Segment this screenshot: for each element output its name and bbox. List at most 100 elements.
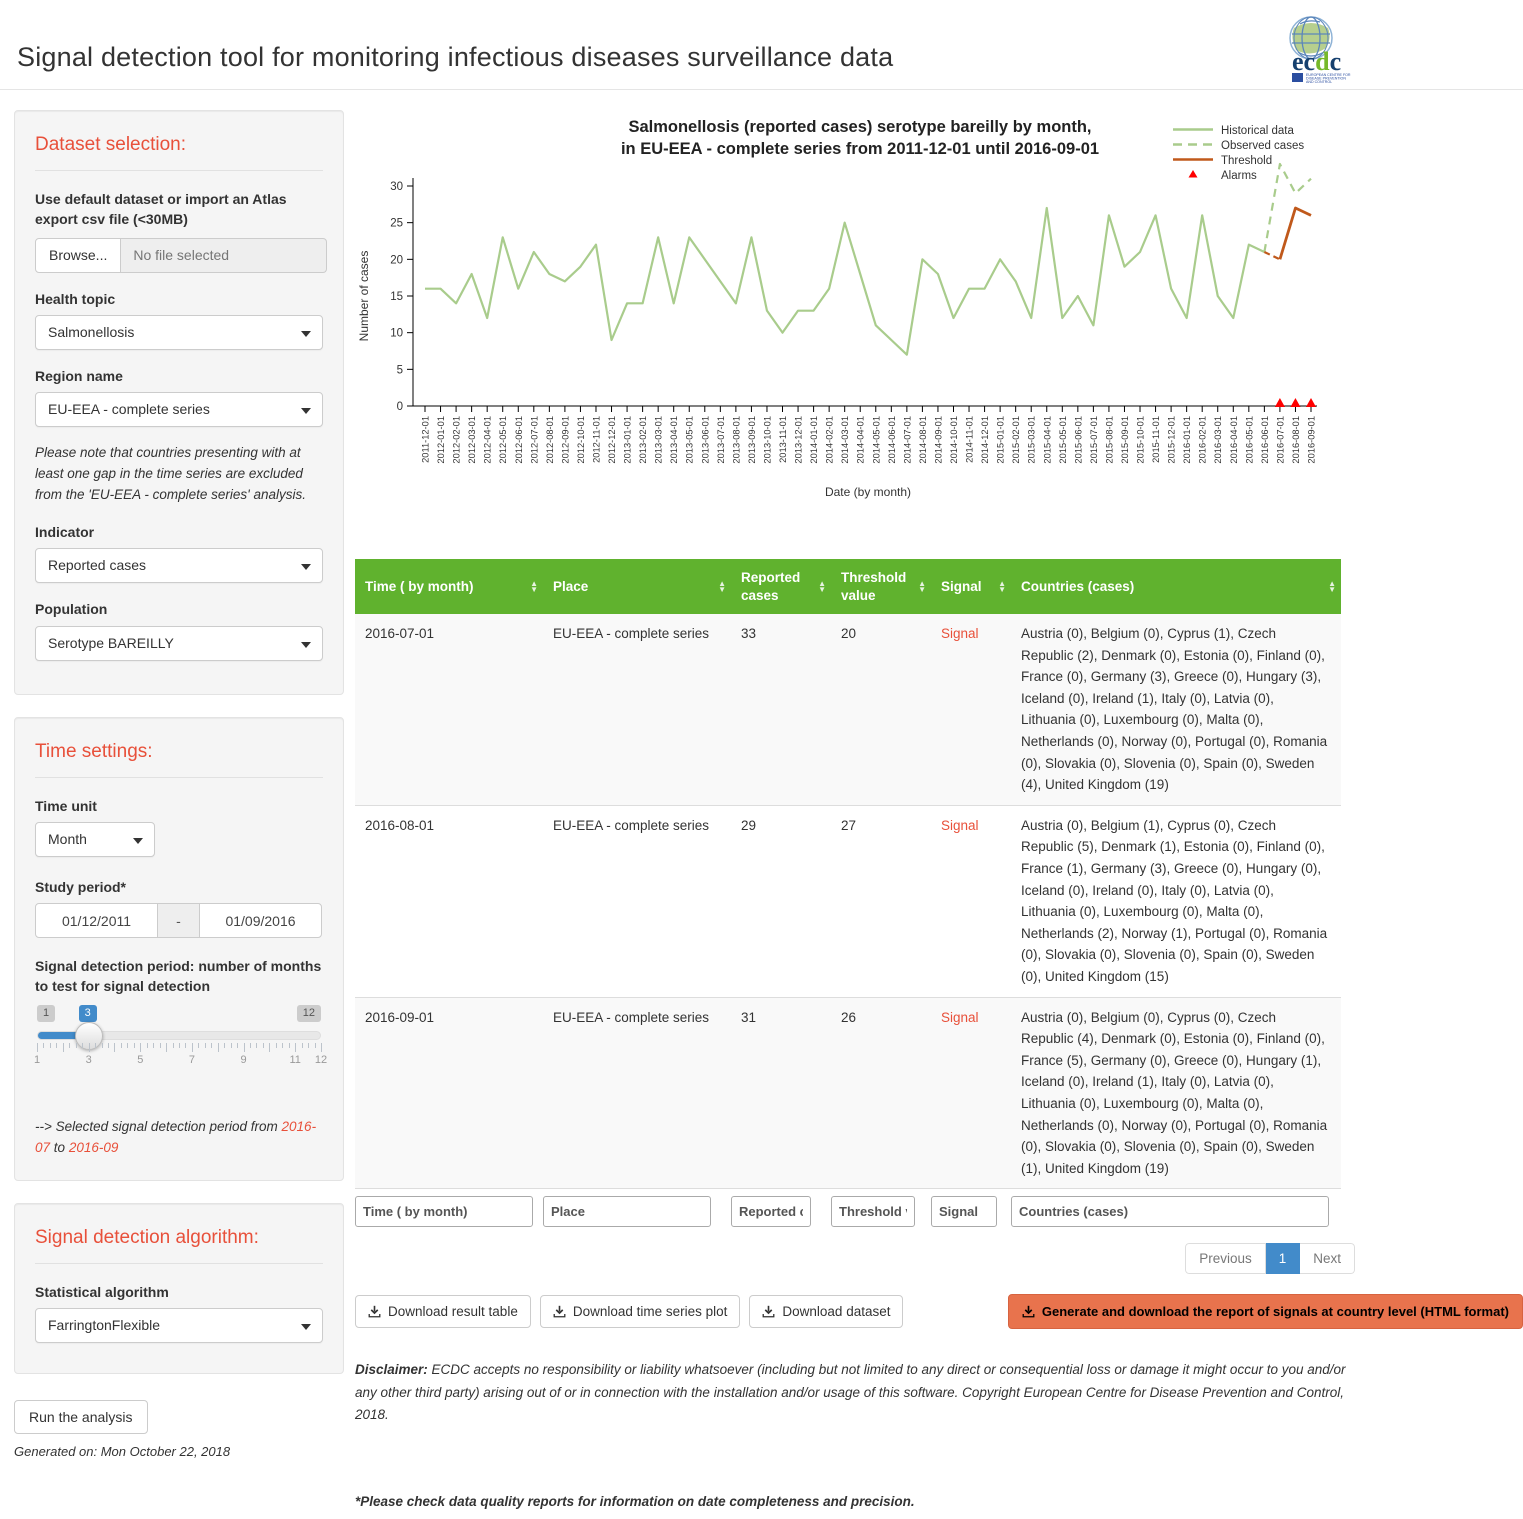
svg-text:2014-01-01: 2014-01-01 [809, 416, 819, 464]
cell-place: EU-EEA - complete series [543, 804, 731, 998]
column-header-time-by-month[interactable]: Time ( by month) ▲ ▼ [355, 559, 543, 615]
study-period-from-input[interactable] [35, 903, 158, 939]
health-topic-label: Health topic [35, 290, 116, 307]
svg-text:2015-09-01: 2015-09-01 [1120, 416, 1130, 464]
pagination-page-1[interactable]: 1 [1265, 1243, 1301, 1275]
pagination-next[interactable]: Next [1300, 1243, 1355, 1275]
svg-text:0: 0 [397, 401, 403, 413]
filter-input-time-by-month[interactable] [355, 1196, 533, 1228]
svg-text:2012-06-01: 2012-06-01 [514, 416, 524, 464]
slider-tick-label: 1 [33, 1053, 41, 1066]
generated-on-text: Generated on: Mon October 22, 2018 [14, 1443, 231, 1459]
pagination-previous[interactable]: Previous [1185, 1243, 1266, 1275]
slider-max-badge: 12 [296, 1004, 321, 1022]
svg-text:2012-07-01: 2012-07-01 [529, 416, 539, 464]
study-period-to-input[interactable] [199, 903, 322, 939]
slider-tick [95, 1042, 97, 1048]
population-select[interactable]: Serotype BAREILLY [35, 625, 323, 661]
download-time-series-plot-button[interactable]: Download time series plot [539, 1295, 741, 1329]
svg-text:2013-03-01: 2013-03-01 [654, 416, 664, 464]
svg-text:2016-01-01: 2016-01-01 [1182, 416, 1192, 464]
sort-icon[interactable]: ▲ ▼ [918, 578, 926, 594]
svg-text:2016-02-01: 2016-02-01 [1198, 416, 1208, 464]
svg-text:in EU-EEA - complete series fr: in EU-EEA - complete series from 2011-12… [621, 140, 1099, 158]
browse-button[interactable]: Browse... [35, 237, 122, 273]
filter-input-countries-cases[interactable] [1011, 1196, 1329, 1228]
slider-tick-label: 3 [85, 1053, 92, 1066]
svg-text:2012-02-01: 2012-02-01 [452, 416, 462, 464]
population-label: Population [35, 601, 108, 618]
slider-tick [282, 1042, 284, 1048]
svg-text:2012-12-01: 2012-12-01 [607, 416, 617, 464]
run-analysis-button[interactable]: Run the analysis [14, 1399, 148, 1434]
sort-icon[interactable]: ▲ ▼ [1328, 578, 1336, 594]
svg-text:2014-11-01: 2014-11-01 [965, 416, 975, 463]
svg-text:2015-07-01: 2015-07-01 [1089, 416, 1099, 464]
svg-text:2016-04-01: 2016-04-01 [1229, 416, 1239, 464]
table-row: 2016-07-01 EU-EEA - complete series 33 20 Si… [355, 614, 1341, 806]
column-header-threshold-value[interactable]: Threshold value ▲ ▼ [831, 559, 931, 615]
filter-input-signal[interactable] [931, 1196, 997, 1228]
chevron-down-icon [133, 837, 143, 844]
slider-tick [146, 1042, 148, 1048]
time-series-chart: Salmonellosis (reported cases) serotype … [355, 110, 1523, 513]
column-header-reported-cases[interactable]: Reported cases ▲ ▼ [731, 559, 831, 615]
statistical-algorithm-select[interactable]: FarringtonFlexible [35, 1307, 323, 1343]
slider-tick-label: 7 [188, 1053, 195, 1066]
region-name-select[interactable]: EU-EEA - complete series [35, 392, 323, 428]
slider-tick [321, 1042, 322, 1052]
svg-text:2013-12-01: 2013-12-01 [794, 416, 804, 464]
algorithm-panel: Signal detection algorithm: Statistical … [14, 1202, 344, 1374]
column-header-place[interactable]: Place ▲ ▼ [543, 559, 731, 615]
selected-period-to: 2016-09 [68, 1139, 119, 1155]
slider-tick [237, 1042, 239, 1048]
slider-tick [198, 1042, 200, 1048]
svg-text:2016-08-01: 2016-08-01 [1291, 416, 1301, 464]
svg-text:Date (by month): Date (by month) [825, 485, 911, 499]
health-topic-value: Salmonellosis [48, 323, 135, 340]
filter-input-reported-cases[interactable] [731, 1196, 811, 1228]
sort-icon[interactable]: ▲ ▼ [818, 578, 826, 594]
ecdc-logo-subtext: EUROPEAN CENTRE FOR [1306, 73, 1351, 77]
slider-tick [269, 1042, 271, 1052]
filter-cell [543, 1196, 731, 1228]
filter-input-threshold-value[interactable] [831, 1196, 915, 1228]
health-topic-select[interactable]: Salmonellosis [35, 314, 323, 350]
column-header-countries-cases[interactable]: Countries (cases) ▲ ▼ [1011, 559, 1341, 615]
slider-track[interactable] [37, 1021, 321, 1050]
chevron-down-icon [301, 641, 311, 648]
slider-tick [204, 1042, 206, 1048]
indicator-select[interactable]: Reported cases [35, 548, 323, 584]
statistical-algorithm-value: FarringtonFlexible [48, 1316, 161, 1333]
time-unit-select[interactable]: Month [35, 821, 155, 857]
download-result-table-button[interactable]: Download result table [355, 1295, 531, 1329]
filter-cell [1011, 1196, 1341, 1228]
time-settings-panel: Time settings: Time unit Month Study per… [14, 716, 344, 1181]
cell-threshold: 27 [831, 804, 931, 998]
slider-tick-label: 11 [289, 1053, 301, 1066]
svg-text:DISEASE PREVENTION: DISEASE PREVENTION [1306, 77, 1346, 81]
slider-tick [62, 1042, 64, 1052]
svg-text:Number of cases: Number of cases [357, 251, 371, 342]
slider-tick [120, 1042, 122, 1048]
download-actions: Download result table Download time seri… [355, 1294, 1523, 1330]
slider-tick [133, 1042, 135, 1048]
sidebar: Dataset selection: Use default dataset o… [14, 110, 344, 1459]
svg-text:2015-06-01: 2015-06-01 [1073, 416, 1083, 464]
sort-icon[interactable]: ▲ ▼ [530, 578, 538, 594]
svg-text:2012-01-01: 2012-01-01 [436, 416, 446, 464]
sort-icon[interactable]: ▲ ▼ [718, 578, 726, 594]
column-header-signal[interactable]: Signal ▲ ▼ [931, 559, 1011, 615]
generate-report-button[interactable]: Generate and download the report of sign… [1007, 1294, 1523, 1330]
sort-icon[interactable]: ▲ ▼ [998, 578, 1006, 594]
filter-cell [731, 1196, 831, 1228]
download-dataset-button[interactable]: Download dataset [749, 1295, 904, 1329]
results-table-header: Time ( by month) ▲ ▼ Place ▲ ▼ Reported cases ▲… [355, 559, 1341, 615]
slider-min-badge: 1 [37, 1004, 56, 1022]
svg-text:2015-04-01: 2015-04-01 [1042, 416, 1052, 464]
svg-text:2015-08-01: 2015-08-01 [1104, 416, 1114, 464]
file-name-field[interactable] [121, 237, 328, 273]
svg-text:Historical data: Historical data [1221, 125, 1294, 137]
chevron-down-icon [301, 408, 311, 415]
filter-input-place[interactable] [543, 1196, 711, 1228]
